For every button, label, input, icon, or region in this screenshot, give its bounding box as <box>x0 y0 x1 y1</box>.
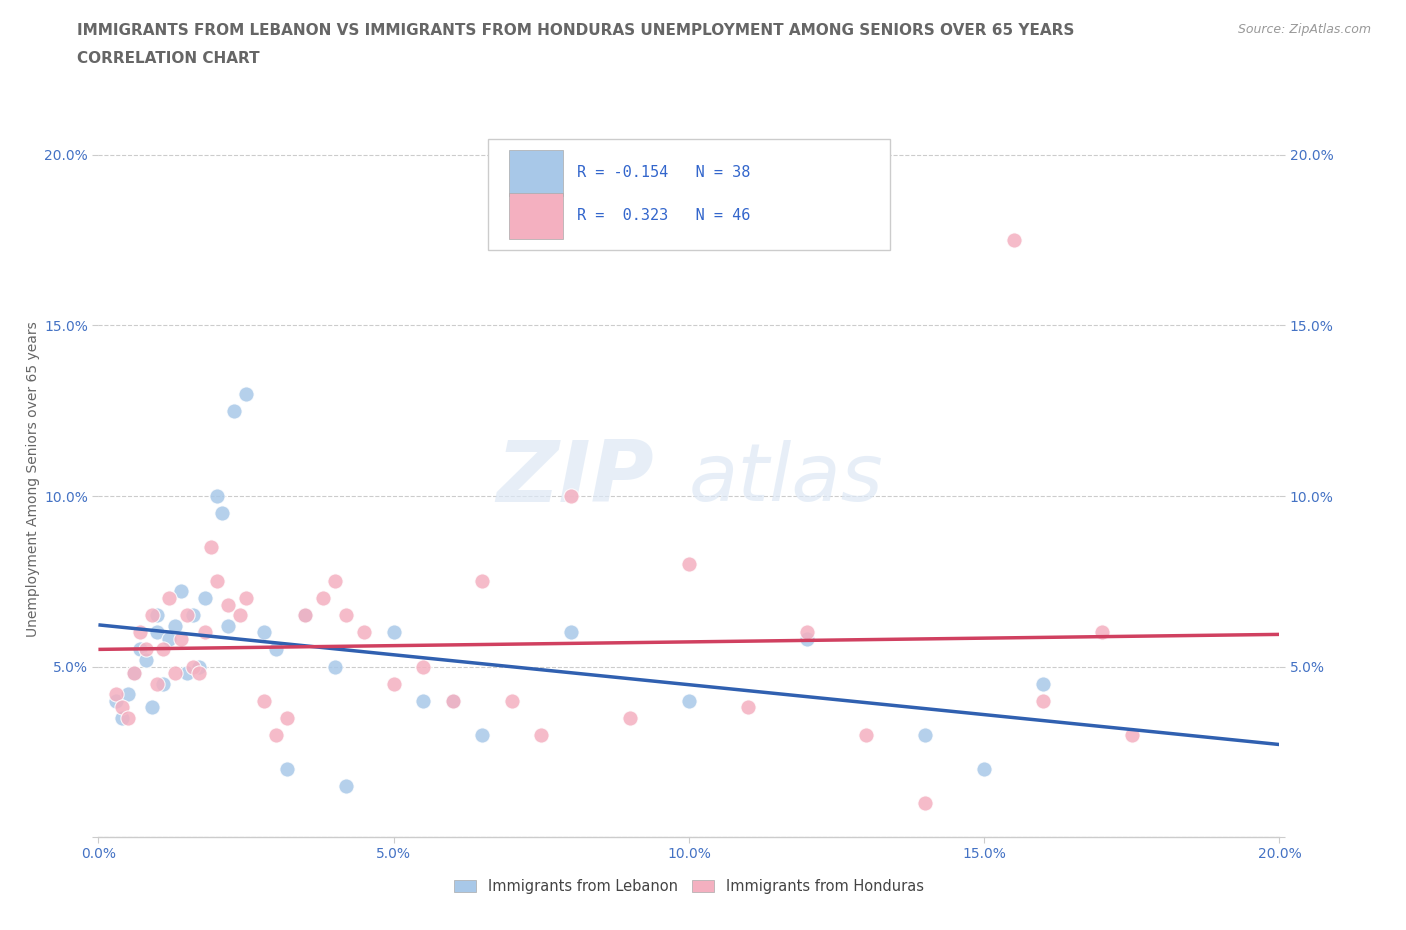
Point <box>973 762 995 777</box>
Point <box>105 686 128 701</box>
Point <box>471 727 494 742</box>
Point <box>146 608 169 623</box>
Text: Source: ZipAtlas.com: Source: ZipAtlas.com <box>1237 23 1371 36</box>
Point <box>312 591 335 605</box>
Point <box>181 659 204 674</box>
Point <box>187 659 209 674</box>
Text: atlas: atlas <box>689 440 884 518</box>
Point <box>128 625 150 640</box>
Point <box>205 488 228 503</box>
Point <box>412 659 434 674</box>
Point <box>1121 727 1143 742</box>
Point <box>323 659 346 674</box>
Point <box>235 591 257 605</box>
Point <box>914 727 936 742</box>
Point <box>211 506 233 521</box>
Point <box>382 676 405 691</box>
Point <box>152 676 174 691</box>
Point <box>678 557 700 572</box>
Point <box>294 608 316 623</box>
Point <box>264 642 287 657</box>
Point <box>1002 232 1025 247</box>
Point <box>194 591 217 605</box>
Point <box>235 386 257 401</box>
Point <box>1091 625 1114 640</box>
Point <box>253 625 276 640</box>
Point <box>122 666 145 681</box>
Point <box>253 693 276 708</box>
Y-axis label: Unemployment Among Seniors over 65 years: Unemployment Among Seniors over 65 years <box>27 321 39 637</box>
Point <box>176 608 198 623</box>
Point <box>181 608 204 623</box>
Point <box>217 598 239 613</box>
Point <box>111 711 134 725</box>
Point <box>353 625 375 640</box>
Point <box>412 693 434 708</box>
FancyBboxPatch shape <box>488 139 890 250</box>
Point <box>855 727 877 742</box>
Point <box>141 700 163 715</box>
FancyBboxPatch shape <box>509 150 562 196</box>
Point <box>135 652 157 667</box>
Point <box>165 666 187 681</box>
Point <box>323 574 346 589</box>
Point <box>796 625 818 640</box>
Point <box>117 686 139 701</box>
Point <box>441 693 464 708</box>
Point <box>135 642 157 657</box>
Point <box>276 762 298 777</box>
Point <box>117 711 139 725</box>
Point <box>560 625 582 640</box>
Point <box>187 666 209 681</box>
Point <box>146 625 169 640</box>
Point <box>276 711 298 725</box>
Legend: Immigrants from Lebanon, Immigrants from Honduras: Immigrants from Lebanon, Immigrants from… <box>447 871 931 901</box>
Point <box>152 642 174 657</box>
Point <box>294 608 316 623</box>
Point <box>335 608 357 623</box>
Point <box>105 693 128 708</box>
Point <box>335 778 357 793</box>
Text: R =  0.323   N = 46: R = 0.323 N = 46 <box>576 208 751 223</box>
Point <box>194 625 217 640</box>
Text: IMMIGRANTS FROM LEBANON VS IMMIGRANTS FROM HONDURAS UNEMPLOYMENT AMONG SENIORS O: IMMIGRANTS FROM LEBANON VS IMMIGRANTS FR… <box>77 23 1074 38</box>
Point <box>165 618 187 633</box>
Point <box>678 693 700 708</box>
Point <box>200 539 222 554</box>
Point <box>176 666 198 681</box>
Point <box>229 608 252 623</box>
Point <box>501 693 523 708</box>
Point <box>471 574 494 589</box>
Point <box>1032 693 1054 708</box>
Point <box>205 574 228 589</box>
Point <box>157 631 180 646</box>
Text: ZIP: ZIP <box>496 437 654 521</box>
Point <box>128 642 150 657</box>
Point <box>217 618 239 633</box>
Point <box>141 608 163 623</box>
Point <box>619 711 641 725</box>
Text: CORRELATION CHART: CORRELATION CHART <box>77 51 260 66</box>
Point <box>122 666 145 681</box>
Point <box>737 700 759 715</box>
Point <box>157 591 180 605</box>
Point <box>264 727 287 742</box>
Point <box>914 795 936 810</box>
Point <box>530 727 553 742</box>
Point <box>111 700 134 715</box>
Point <box>1032 676 1054 691</box>
Point <box>170 631 193 646</box>
Point <box>560 488 582 503</box>
Point <box>224 404 246 418</box>
Text: R = -0.154   N = 38: R = -0.154 N = 38 <box>576 165 751 180</box>
Point <box>441 693 464 708</box>
Point <box>170 584 193 599</box>
Point <box>146 676 169 691</box>
FancyBboxPatch shape <box>509 193 562 239</box>
Point <box>796 631 818 646</box>
Point <box>382 625 405 640</box>
